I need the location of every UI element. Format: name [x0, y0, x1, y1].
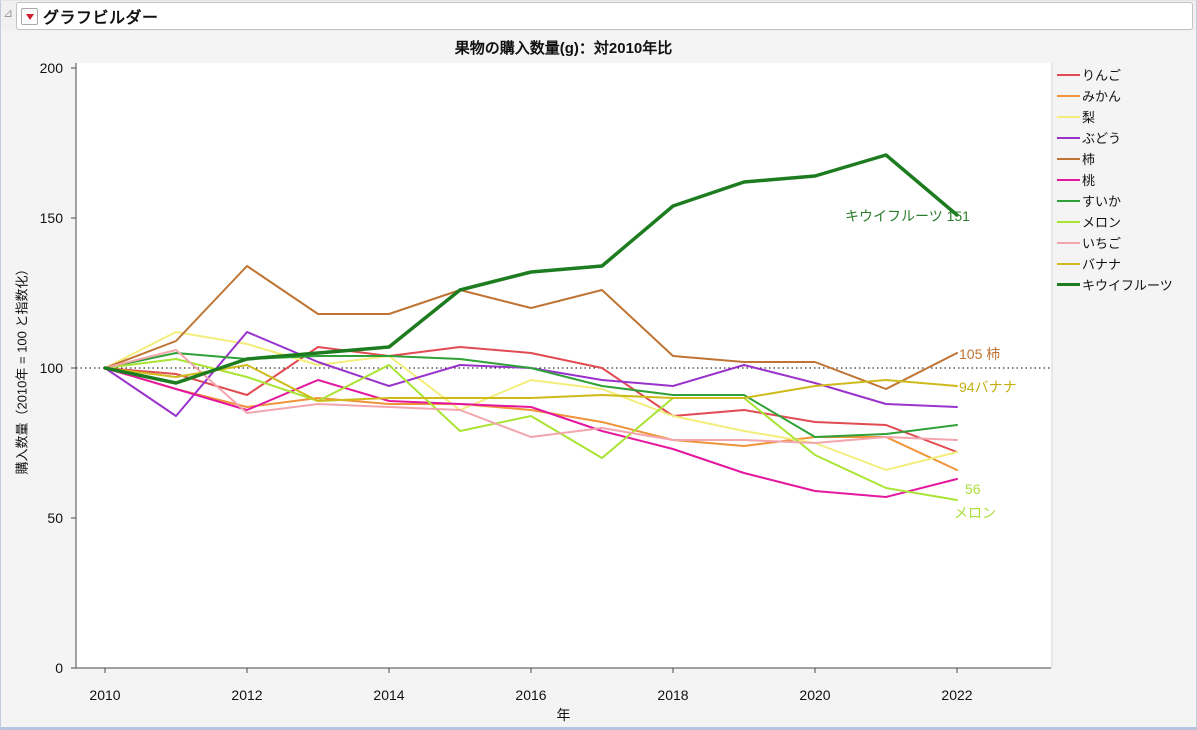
- legend-label: りんご: [1082, 68, 1122, 83]
- x-tick-label-2012: 2012: [231, 687, 263, 703]
- legend-item-バナナ[interactable]: バナナ: [1057, 253, 1173, 274]
- legend-label: 梨: [1082, 110, 1096, 125]
- x-tick-label-2022: 2022: [941, 687, 973, 703]
- outline-header-bar: ⊿ グラフビルダー: [1, 1, 1196, 31]
- series-line-いちご[interactable]: [104, 349, 958, 444]
- legend-line-swatch: [1057, 220, 1080, 223]
- red-triangle-icon: [25, 13, 34, 20]
- legend-item-みかん[interactable]: みかん: [1057, 85, 1173, 106]
- x-tick-label-2010: 2010: [89, 687, 121, 703]
- legend-line-swatch: [1057, 115, 1080, 118]
- legend-label: メロン: [1082, 215, 1122, 230]
- y-tick-label-100: 100: [39, 360, 63, 376]
- x-tick-label-2016: 2016: [515, 687, 547, 703]
- legend-line-swatch: [1057, 199, 1080, 202]
- window-title: グラフビルダー: [43, 10, 159, 27]
- chart-legend: りんごみかん梨ぶどう柿桃すいかメロンいちごバナナキウイフルーツ: [1057, 64, 1173, 295]
- red-triangle-menu-button[interactable]: [21, 7, 38, 25]
- chart-title: 果物の購入数量(g)：対2010年比: [454, 40, 673, 57]
- legend-line-swatch: [1057, 94, 1080, 97]
- legend-item-キウイフルーツ[interactable]: キウイフルーツ: [1057, 274, 1173, 295]
- x-tick-label-2014: 2014: [373, 687, 405, 703]
- legend-item-ぶどう[interactable]: ぶどう: [1057, 127, 1173, 148]
- legend-item-メロン[interactable]: メロン: [1057, 211, 1173, 232]
- legend-item-いちご[interactable]: いちご: [1057, 232, 1173, 253]
- legend-line-swatch: [1057, 178, 1080, 181]
- annotation-キウイフルーツ 151[interactable]: キウイフルーツ 151: [845, 208, 970, 224]
- legend-item-りんご[interactable]: りんご: [1057, 64, 1173, 85]
- y-tick-label-200: 200: [39, 60, 63, 76]
- series-line-キウイフルーツ[interactable]: [103, 153, 959, 385]
- y-tick-label-150: 150: [39, 210, 63, 226]
- legend-label: バナナ: [1082, 257, 1122, 272]
- annotation-メロン[interactable]: メロン: [954, 505, 996, 521]
- legend-label: 桃: [1082, 173, 1096, 188]
- x-tick-label-2018: 2018: [657, 687, 689, 703]
- annotation-105 柿[interactable]: 105 柿: [959, 346, 1001, 362]
- legend-item-梨[interactable]: 梨: [1057, 106, 1173, 127]
- legend-label: 柿: [1082, 152, 1096, 167]
- legend-label: ぶどう: [1082, 131, 1122, 146]
- legend-line-swatch: [1057, 136, 1080, 139]
- outline-disclosure-icon[interactable]: ⊿: [3, 6, 14, 20]
- y-tick-label-0: 0: [55, 660, 63, 676]
- y-tick-label-50: 50: [47, 510, 63, 526]
- legend-item-桃[interactable]: 桃: [1057, 169, 1173, 190]
- series-line-りんご[interactable]: [104, 346, 958, 453]
- legend-label: いちご: [1082, 236, 1122, 251]
- annotation-56[interactable]: 56: [965, 481, 981, 497]
- series-line-バナナ[interactable]: [104, 364, 958, 402]
- legend-item-柿[interactable]: 柿: [1057, 148, 1173, 169]
- x-tick-label-2020: 2020: [799, 687, 831, 703]
- annotation-94バナナ[interactable]: 94バナナ: [959, 379, 1017, 395]
- legend-label: みかん: [1082, 89, 1122, 104]
- y-axis-label[interactable]: 購入数量（2010年 = 100 と指数化）: [14, 262, 30, 475]
- outline-header-box: グラフビルダー: [16, 2, 1193, 30]
- legend-label: すいか: [1082, 194, 1122, 209]
- series-line-桃[interactable]: [104, 367, 958, 498]
- legend-label: キウイフルーツ: [1082, 278, 1173, 293]
- legend-line-swatch: [1057, 241, 1080, 244]
- legend-line-swatch: [1057, 262, 1080, 265]
- legend-line-swatch: [1057, 157, 1080, 160]
- legend-item-すいか[interactable]: すいか: [1057, 190, 1173, 211]
- x-axis-label[interactable]: 年: [556, 707, 571, 723]
- series-line-みかん[interactable]: [104, 367, 958, 471]
- series-line-メロン[interactable]: [104, 358, 958, 501]
- series-line-柿[interactable]: [104, 265, 958, 390]
- legend-line-swatch: [1057, 283, 1080, 286]
- legend-line-swatch: [1057, 73, 1080, 76]
